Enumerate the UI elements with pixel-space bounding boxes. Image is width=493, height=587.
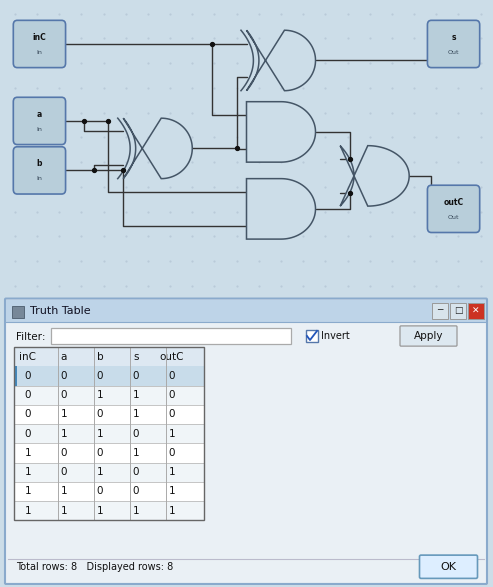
FancyBboxPatch shape (13, 21, 66, 68)
Text: 1: 1 (25, 448, 32, 458)
Text: 1: 1 (61, 410, 68, 420)
Bar (14, 366, 204, 386)
Text: Out: Out (448, 215, 459, 220)
Text: a: a (37, 110, 42, 119)
Text: 0: 0 (133, 487, 139, 497)
Text: 1: 1 (133, 505, 140, 515)
Text: 1: 1 (169, 505, 176, 515)
Text: 0: 0 (61, 467, 67, 477)
Bar (14, 424, 204, 443)
Text: 1: 1 (61, 487, 68, 497)
Text: 0: 0 (25, 429, 31, 438)
Text: inC: inC (33, 33, 46, 42)
Text: 0: 0 (169, 390, 175, 400)
Text: ✕: ✕ (472, 306, 480, 315)
Bar (51, 328, 291, 344)
Text: outC: outC (160, 352, 184, 362)
FancyBboxPatch shape (5, 299, 487, 584)
Text: 0: 0 (133, 371, 139, 381)
Text: 1: 1 (25, 487, 32, 497)
FancyBboxPatch shape (427, 185, 480, 232)
Text: ─: ─ (437, 306, 443, 315)
Text: 1: 1 (25, 505, 32, 515)
Text: 0: 0 (169, 448, 175, 458)
Text: 1: 1 (97, 467, 104, 477)
Text: Truth Table: Truth Table (30, 306, 91, 316)
Text: 1: 1 (133, 410, 140, 420)
Text: 0: 0 (61, 390, 67, 400)
Text: 1: 1 (61, 429, 68, 438)
Text: 0: 0 (25, 371, 31, 381)
Bar (14, 386, 204, 405)
Text: 0: 0 (61, 371, 67, 381)
Text: 0: 0 (25, 410, 31, 420)
Text: In: In (36, 176, 42, 181)
Text: 1: 1 (169, 467, 176, 477)
Bar (14, 405, 204, 424)
Text: b: b (36, 159, 42, 168)
Text: 1: 1 (133, 390, 140, 400)
Text: Total rows: 8   Displayed rows: 8: Total rows: 8 Displayed rows: 8 (16, 562, 173, 572)
Text: 0: 0 (61, 448, 67, 458)
Text: Invert: Invert (321, 331, 350, 341)
Text: □: □ (454, 306, 462, 315)
Text: Apply: Apply (414, 331, 443, 341)
Text: b: b (97, 352, 104, 362)
Text: 0: 0 (169, 410, 175, 420)
Text: 0: 0 (25, 390, 31, 400)
Text: 1: 1 (97, 429, 104, 438)
FancyBboxPatch shape (420, 555, 478, 578)
Text: 0: 0 (133, 429, 139, 438)
Polygon shape (340, 146, 409, 206)
Text: 0: 0 (133, 467, 139, 477)
Polygon shape (246, 102, 316, 162)
Bar (306, 330, 318, 342)
Text: 0: 0 (97, 371, 103, 381)
Text: Out: Out (448, 50, 459, 55)
Text: In: In (36, 127, 42, 131)
FancyBboxPatch shape (400, 326, 457, 346)
Bar (6, 299, 486, 322)
Text: Filter:: Filter: (16, 332, 45, 342)
Text: 0: 0 (97, 410, 103, 420)
Bar (450, 303, 466, 319)
Bar (12, 306, 24, 318)
Polygon shape (246, 178, 316, 239)
Text: s: s (133, 352, 139, 362)
Bar (14, 347, 204, 366)
Text: 1: 1 (133, 448, 140, 458)
Text: 1: 1 (169, 487, 176, 497)
FancyBboxPatch shape (13, 147, 66, 194)
Text: 0: 0 (97, 487, 103, 497)
Bar (14, 482, 204, 501)
Bar (468, 303, 484, 319)
Text: s: s (451, 33, 456, 42)
Polygon shape (123, 118, 192, 178)
Bar (432, 303, 448, 319)
Text: a: a (61, 352, 67, 362)
Bar (14, 501, 204, 520)
Text: 1: 1 (97, 390, 104, 400)
Text: 1: 1 (25, 467, 32, 477)
Text: 1: 1 (169, 429, 176, 438)
Text: outC: outC (444, 198, 463, 207)
Polygon shape (246, 30, 316, 90)
Text: inC: inC (20, 352, 36, 362)
Text: In: In (36, 50, 42, 55)
FancyBboxPatch shape (427, 21, 480, 68)
Bar (14, 463, 204, 482)
FancyBboxPatch shape (13, 97, 66, 144)
Text: OK: OK (441, 562, 457, 572)
Text: 0: 0 (97, 448, 103, 458)
Bar (14, 366, 17, 386)
Text: 1: 1 (61, 505, 68, 515)
Text: 1: 1 (97, 505, 104, 515)
Bar (14, 443, 204, 463)
Bar (14, 347, 204, 520)
Text: 0: 0 (169, 371, 175, 381)
